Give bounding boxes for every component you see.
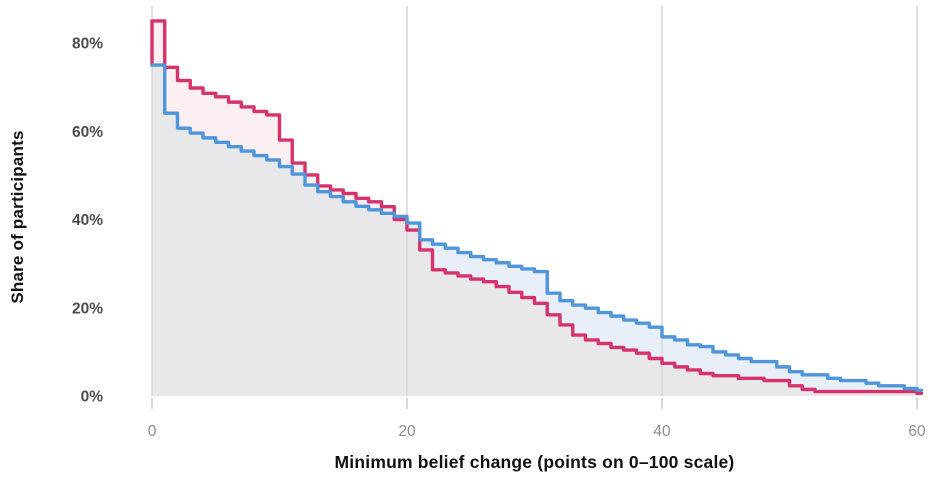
x-tick-label-20: 20 xyxy=(398,423,416,440)
x-tick-label-60: 60 xyxy=(908,423,926,440)
y-tick-label-60: 60% xyxy=(72,124,103,141)
y-axis-title: Share of participants xyxy=(8,130,27,304)
blue-step-line xyxy=(150,63,924,392)
y-tick-label-40: 40% xyxy=(72,212,103,229)
y-tick-label-80: 80% xyxy=(72,36,103,53)
y-tick-label-0: 0% xyxy=(81,389,104,406)
x-tick-label-0: 0 xyxy=(148,423,157,440)
y-tick-label-20: 20% xyxy=(72,300,103,317)
under-both-area-fill xyxy=(152,65,922,396)
x-tick-label-40: 40 xyxy=(653,423,671,440)
x-axis-title: Minimum belief change (points on 0–100 s… xyxy=(334,452,735,472)
pink-step-line xyxy=(150,19,924,396)
